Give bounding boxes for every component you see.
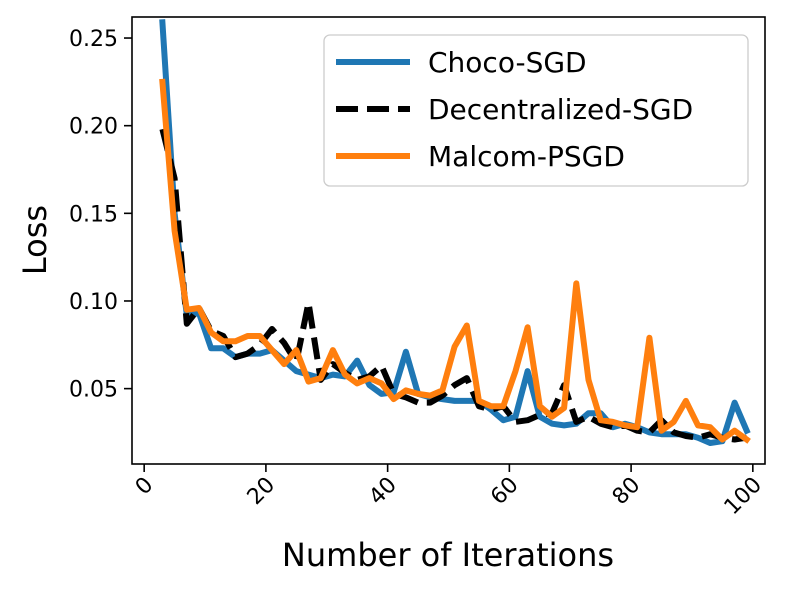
x-tick-label: 100 — [720, 473, 767, 520]
x-tick-label: 20 — [243, 473, 280, 510]
legend-label-malcom-psgd: Malcom-PSGD — [428, 140, 625, 173]
series-layer — [159, 19, 751, 446]
legend: Choco-SGD Decentralized-SGD Malcom-PSGD — [323, 34, 749, 187]
y-tick-label: 0.15 — [69, 202, 118, 227]
legend-box — [323, 34, 749, 187]
plot-frame — [131, 16, 766, 465]
x-axis-title: Number of Iterations — [282, 536, 614, 574]
series-line-malcom-psgd — [159, 78, 751, 444]
legend-label-decentralized-sgd: Decentralized-SGD — [428, 93, 693, 126]
y-tick-label: 0.25 — [69, 27, 118, 52]
y-tick-label: 0.05 — [69, 378, 118, 403]
x-tick-label: 40 — [364, 473, 401, 510]
series-line-decentralized-sgd — [159, 128, 748, 443]
y-tick-label: 0.20 — [69, 115, 118, 140]
x-tick-label: 80 — [608, 473, 645, 510]
y-axis-title: Loss — [16, 205, 54, 275]
series-line-choco-sgd — [159, 19, 751, 446]
y-tick-label: 0.10 — [69, 290, 118, 315]
x-tick-label: 0 — [131, 473, 159, 501]
x-tick-label: 60 — [486, 473, 523, 510]
legend-label-choco-sgd: Choco-SGD — [428, 46, 587, 79]
